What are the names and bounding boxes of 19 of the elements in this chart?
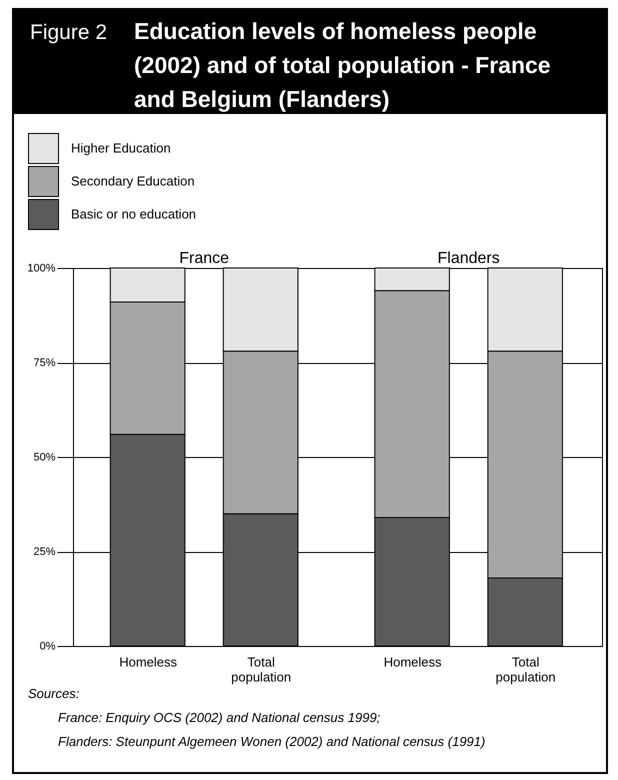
y-tick-label: 25% <box>33 546 56 558</box>
text: Flanders <box>437 250 500 267</box>
x-tick-label: Homeless <box>119 654 178 670</box>
chart-title: Figure 2 <box>30 20 108 46</box>
text: Flanders: Steunpunt Algemeen Wonen (2002) and National census (1991) <box>57 733 486 751</box>
y-tick-label: 100% <box>27 262 56 274</box>
x-tick-label: Total population <box>496 654 556 684</box>
text: France: Enquiry OCS (2002) and National census 1999; <box>57 709 382 727</box>
legend-label: Basic or no education <box>71 206 196 222</box>
y-tick-label: 50% <box>33 452 56 464</box>
text: France <box>179 250 230 267</box>
y-tick-label: 0% <box>40 640 56 652</box>
source-note: Sources: <box>28 686 80 701</box>
x-tick-label: Homeless <box>384 654 442 670</box>
legend-label: Higher Education <box>71 140 171 156</box>
chart-subtitle: Education levels of homeless people (2002) and of total population - France and Belgium (Flanders) <box>134 17 552 114</box>
x-tick-label: Total population <box>231 654 292 684</box>
y-tick-label: 75% <box>33 357 56 369</box>
legend-label: Secondary Education <box>71 174 195 188</box>
